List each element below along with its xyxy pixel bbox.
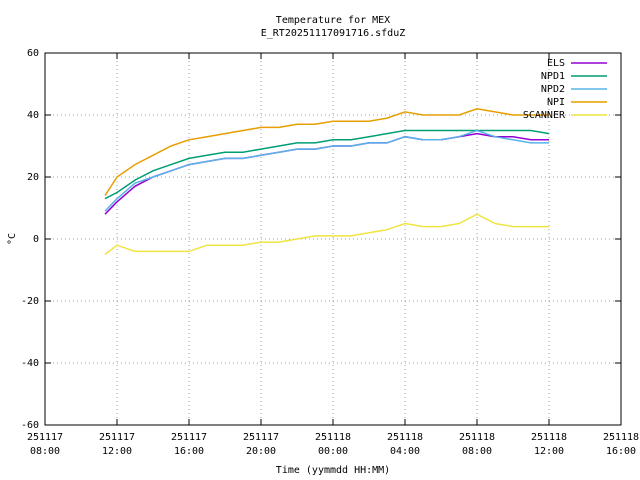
series-line [104, 213, 549, 256]
legend-label: NPI [547, 97, 565, 108]
legend-label: ELS [547, 58, 565, 69]
y-tick-label: -60 [21, 420, 39, 431]
legend-label: NPD1 [541, 71, 565, 82]
x-tick-label: 16:00 [174, 446, 204, 457]
x-tick-label: 251117 [99, 432, 135, 443]
series-line [104, 108, 549, 197]
y-tick-label: -40 [21, 358, 39, 369]
x-tick-label: 251118 [531, 432, 567, 443]
x-tick-label: 20:00 [246, 446, 276, 457]
y-tick-label: -20 [21, 296, 39, 307]
x-tick-label: 251118 [603, 432, 639, 443]
x-tick-label: 12:00 [102, 446, 132, 457]
x-tick-label: 00:00 [318, 446, 348, 457]
x-tick-label: 04:00 [390, 446, 420, 457]
x-tick-label: 08:00 [462, 446, 492, 457]
x-tick-label: 08:00 [30, 446, 60, 457]
y-tick-label: 40 [27, 110, 39, 121]
series-line [104, 129, 550, 200]
x-tick-label: 251117 [27, 432, 63, 443]
legend-label: SCANNER [523, 110, 566, 121]
x-tick-label: 251117 [243, 432, 279, 443]
x-tick-label: 251118 [459, 432, 495, 443]
x-tick-label: 251117 [171, 432, 207, 443]
chart-subtitle: E_RT20251117091716.sfduZ [261, 28, 406, 39]
x-tick-label: 16:00 [606, 446, 636, 457]
legend-label: NPD2 [541, 84, 565, 95]
x-tick-label: 251118 [387, 432, 423, 443]
x-axis-label: Time (yymmdd HH:MM) [276, 465, 390, 476]
y-tick-label: 20 [27, 172, 39, 183]
x-tick-label: 12:00 [534, 446, 564, 457]
y-axis-label: °C [7, 233, 18, 245]
y-tick-label: 0 [33, 234, 39, 245]
x-tick-label: 251118 [315, 432, 351, 443]
y-tick-label: 60 [27, 48, 39, 59]
chart-title: Temperature for MEX [276, 15, 390, 26]
series-line [104, 129, 549, 212]
plot-frame [44, 52, 622, 426]
